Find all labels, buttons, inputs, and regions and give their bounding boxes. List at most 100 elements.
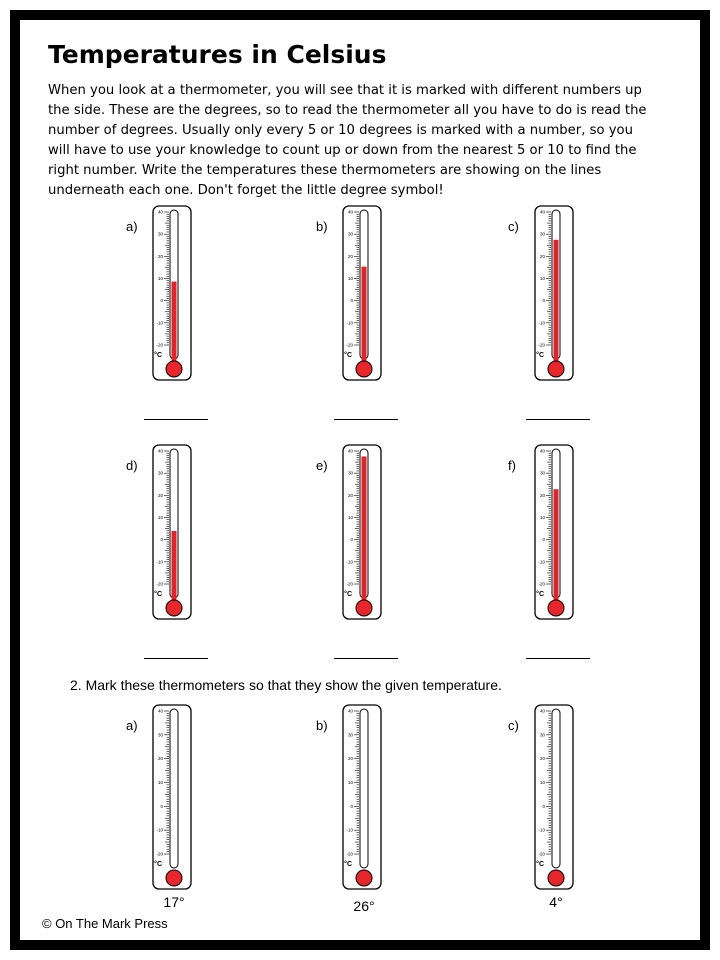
unit-label: °C xyxy=(344,590,352,598)
copyright-footer: © On The Mark Press xyxy=(42,916,168,931)
mercury-level xyxy=(553,239,559,363)
scale-label: 0 xyxy=(160,804,163,809)
answer-line[interactable] xyxy=(526,419,590,420)
scale-label: -20 xyxy=(346,343,353,348)
unit-label: °C xyxy=(536,590,544,598)
scale-label: 10 xyxy=(540,515,546,520)
scale-label: -20 xyxy=(156,582,163,587)
scale-label: -10 xyxy=(156,320,163,325)
scale-label: -10 xyxy=(346,559,353,564)
blank-thermometer[interactable]: 40 30 20 10 0 -10 -20 °C xyxy=(152,704,192,890)
scale-label: 20 xyxy=(540,493,546,498)
answer-line[interactable] xyxy=(334,658,398,659)
scale-label: 20 xyxy=(540,756,546,761)
scale-label: 20 xyxy=(348,756,354,761)
thermometer-bulb xyxy=(355,360,373,378)
scale-label: 30 xyxy=(348,732,354,737)
reading-thermometer[interactable]: 40 30 20 10 0 -10 -20 °C xyxy=(342,205,382,381)
blank-thermometer[interactable]: 40 30 20 10 0 -10 -20 °C xyxy=(534,704,574,890)
mercury-level xyxy=(171,530,177,602)
mercury-level xyxy=(361,266,367,363)
item-label: b) xyxy=(316,718,328,733)
answer-line[interactable] xyxy=(526,658,590,659)
unit-label: °C xyxy=(344,351,352,359)
scale-label: 20 xyxy=(348,493,354,498)
scale-label: -20 xyxy=(538,582,545,587)
reading-thermometer[interactable]: 40 30 20 10 0 -10 -20 °C xyxy=(534,444,574,620)
scale-label: 40 xyxy=(348,449,354,454)
mercury-level xyxy=(361,456,367,602)
scale-label: 10 xyxy=(158,515,164,520)
scale-label: -10 xyxy=(346,828,353,833)
scale-label: 30 xyxy=(348,471,354,476)
thermometer-bulb xyxy=(355,599,373,617)
thermometer-bulb xyxy=(165,360,183,378)
scale-label: 40 xyxy=(158,709,164,714)
page-title: Temperatures in Celsius xyxy=(48,40,387,69)
scale-label: 30 xyxy=(158,471,164,476)
scale-label: 30 xyxy=(540,732,546,737)
reading-thermometer[interactable]: 40 30 20 10 0 -10 -20 °C xyxy=(152,205,192,381)
scale-label: 30 xyxy=(540,232,546,237)
scale-label: -10 xyxy=(156,559,163,564)
scale-label: -10 xyxy=(346,320,353,325)
given-temperature: 26° xyxy=(353,898,375,914)
scale-label: 20 xyxy=(158,254,164,259)
page-border xyxy=(10,10,710,950)
unit-label: °C xyxy=(536,860,544,868)
thermometer-bulb xyxy=(547,869,565,887)
answer-line[interactable] xyxy=(144,658,208,659)
item-label: c) xyxy=(508,718,519,733)
unit-label: °C xyxy=(154,590,162,598)
reading-thermometer[interactable]: 40 30 20 10 0 -10 -20 °C xyxy=(534,205,574,381)
reading-thermometer[interactable]: 40 30 20 10 0 -10 -20 °C xyxy=(152,444,192,620)
scale-label: -20 xyxy=(538,852,545,857)
thermometer-bulb xyxy=(547,360,565,378)
item-label: b) xyxy=(316,219,328,234)
scale-label: -20 xyxy=(156,343,163,348)
scale-label: 0 xyxy=(160,298,163,303)
scale-label: 10 xyxy=(540,780,546,785)
scale-label: 30 xyxy=(540,471,546,476)
unit-label: °C xyxy=(344,860,352,868)
blank-thermometer[interactable]: 40 30 20 10 0 -10 -20 °C xyxy=(342,704,382,890)
scale-label: 10 xyxy=(540,276,546,281)
scale-label: 0 xyxy=(350,804,353,809)
scale-label: 30 xyxy=(158,232,164,237)
scale-label: 40 xyxy=(348,210,354,215)
answer-line[interactable] xyxy=(144,419,208,420)
scale-label: 10 xyxy=(348,276,354,281)
scale-label: 40 xyxy=(540,210,546,215)
unit-label: °C xyxy=(536,351,544,359)
scale-label: 20 xyxy=(540,254,546,259)
scale-label: 10 xyxy=(158,276,164,281)
item-label: d) xyxy=(126,458,138,473)
scale-label: 30 xyxy=(348,232,354,237)
scale-label: -20 xyxy=(346,582,353,587)
scale-label: 0 xyxy=(542,537,545,542)
scale-label: 10 xyxy=(348,780,354,785)
scale-label: 20 xyxy=(348,254,354,259)
scale-label: 40 xyxy=(348,709,354,714)
scale-label: 40 xyxy=(158,449,164,454)
thermometer-tube xyxy=(359,708,369,869)
unit-label: °C xyxy=(154,351,162,359)
thermometer-tube xyxy=(551,708,561,869)
scale-label: 20 xyxy=(158,756,164,761)
reading-thermometer[interactable]: 40 30 20 10 0 -10 -20 °C xyxy=(342,444,382,620)
scale-label: 10 xyxy=(348,515,354,520)
question-2: 2. Mark these thermometers so that they … xyxy=(70,677,502,693)
answer-line[interactable] xyxy=(334,419,398,420)
instructions: When you look at a thermometer, you will… xyxy=(48,83,647,198)
thermometer-bulb xyxy=(165,599,183,617)
scale-label: 20 xyxy=(158,493,164,498)
item-label: c) xyxy=(508,219,519,234)
mercury-level xyxy=(553,489,559,602)
item-label: e) xyxy=(316,458,328,473)
scale-label: 40 xyxy=(540,709,546,714)
scale-label: 0 xyxy=(350,298,353,303)
scale-label: 0 xyxy=(542,804,545,809)
scale-label: -20 xyxy=(156,852,163,857)
scale-label: -10 xyxy=(538,828,545,833)
thermometer-tube xyxy=(169,708,179,869)
